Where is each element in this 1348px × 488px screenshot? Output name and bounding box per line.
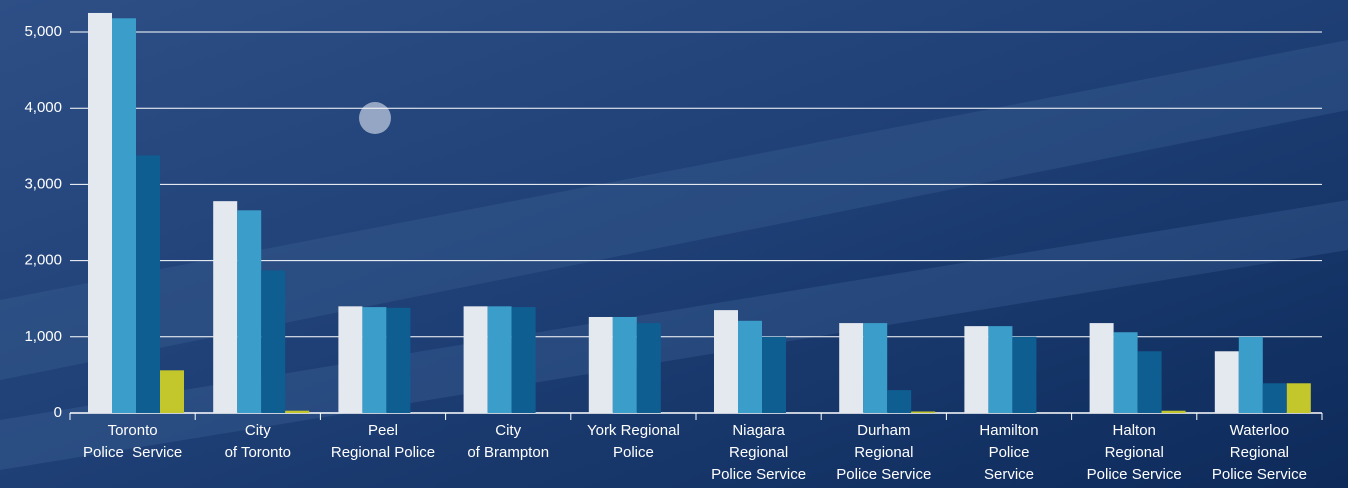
bar bbox=[511, 307, 536, 413]
bar bbox=[1161, 410, 1186, 413]
bar bbox=[612, 316, 637, 413]
y-tick-label: 5,000 bbox=[24, 23, 62, 40]
bar bbox=[261, 270, 286, 413]
x-tick-label: City bbox=[495, 422, 521, 439]
bar bbox=[1262, 383, 1287, 413]
x-tick-label: Police bbox=[989, 444, 1030, 461]
bar bbox=[1286, 383, 1311, 413]
bar bbox=[285, 410, 310, 413]
background-stripe bbox=[0, 200, 1348, 470]
x-tick-label: Police Service bbox=[836, 466, 931, 483]
x-tick-label: Halton bbox=[1113, 422, 1156, 439]
bar bbox=[160, 370, 184, 413]
bar bbox=[988, 326, 1013, 413]
bar bbox=[636, 323, 661, 413]
x-tick-label: Police bbox=[613, 444, 654, 461]
bar bbox=[1089, 323, 1114, 413]
bar bbox=[738, 320, 762, 413]
bar bbox=[863, 323, 888, 413]
x-tick-label: York Regional bbox=[587, 422, 680, 439]
y-tick-label: 2,000 bbox=[24, 252, 62, 269]
y-tick-label: 1,000 bbox=[24, 328, 62, 345]
bar bbox=[762, 336, 786, 413]
bar bbox=[1238, 336, 1263, 413]
bar bbox=[1137, 351, 1162, 413]
x-tick-label: Police Service bbox=[711, 466, 806, 483]
y-tick-label: 0 bbox=[54, 404, 62, 421]
bar bbox=[588, 316, 613, 413]
bar bbox=[112, 18, 136, 414]
x-tick-label: Police Service bbox=[1087, 466, 1182, 483]
x-tick-label: Regional bbox=[729, 444, 788, 461]
bar bbox=[911, 411, 936, 413]
x-tick-label: of Brampton bbox=[467, 444, 549, 461]
bar bbox=[463, 306, 488, 413]
bar bbox=[213, 201, 238, 413]
bar bbox=[1113, 332, 1138, 413]
bar bbox=[964, 326, 989, 413]
x-tick-label: Durham bbox=[857, 422, 910, 439]
y-tick-label: 4,000 bbox=[24, 99, 62, 116]
x-tick-label: of Toronto bbox=[225, 444, 291, 461]
x-tick-label: Waterloo bbox=[1230, 422, 1289, 439]
x-tick-label: Service bbox=[984, 466, 1034, 483]
x-tick-label: Regional bbox=[1105, 444, 1164, 461]
x-tick-label: Police Service bbox=[1212, 466, 1307, 483]
x-tick-label: Regional Police bbox=[331, 444, 435, 461]
background-stripe bbox=[0, 40, 1348, 380]
bar bbox=[887, 390, 912, 413]
y-tick-label: 3,000 bbox=[24, 175, 62, 192]
bar bbox=[338, 306, 363, 413]
x-tick-label: Regional bbox=[1230, 444, 1289, 461]
x-tick-label: Hamilton bbox=[979, 422, 1038, 439]
x-tick-label: Toronto bbox=[108, 422, 158, 439]
bar bbox=[362, 307, 387, 413]
x-tick-label: City bbox=[245, 422, 271, 439]
bar bbox=[487, 306, 512, 413]
x-tick-label: Regional bbox=[854, 444, 913, 461]
x-tick-label: Niagara bbox=[732, 422, 785, 439]
bar bbox=[237, 210, 262, 413]
bar bbox=[714, 310, 738, 413]
background-light bbox=[359, 102, 391, 134]
bar bbox=[839, 323, 864, 413]
bar bbox=[386, 307, 411, 413]
x-tick-label: Peel bbox=[368, 422, 398, 439]
bar bbox=[1012, 336, 1037, 413]
bar bbox=[136, 155, 160, 414]
bar bbox=[88, 12, 112, 413]
bar bbox=[1214, 351, 1239, 413]
x-tick-label: Police Service bbox=[83, 444, 182, 461]
